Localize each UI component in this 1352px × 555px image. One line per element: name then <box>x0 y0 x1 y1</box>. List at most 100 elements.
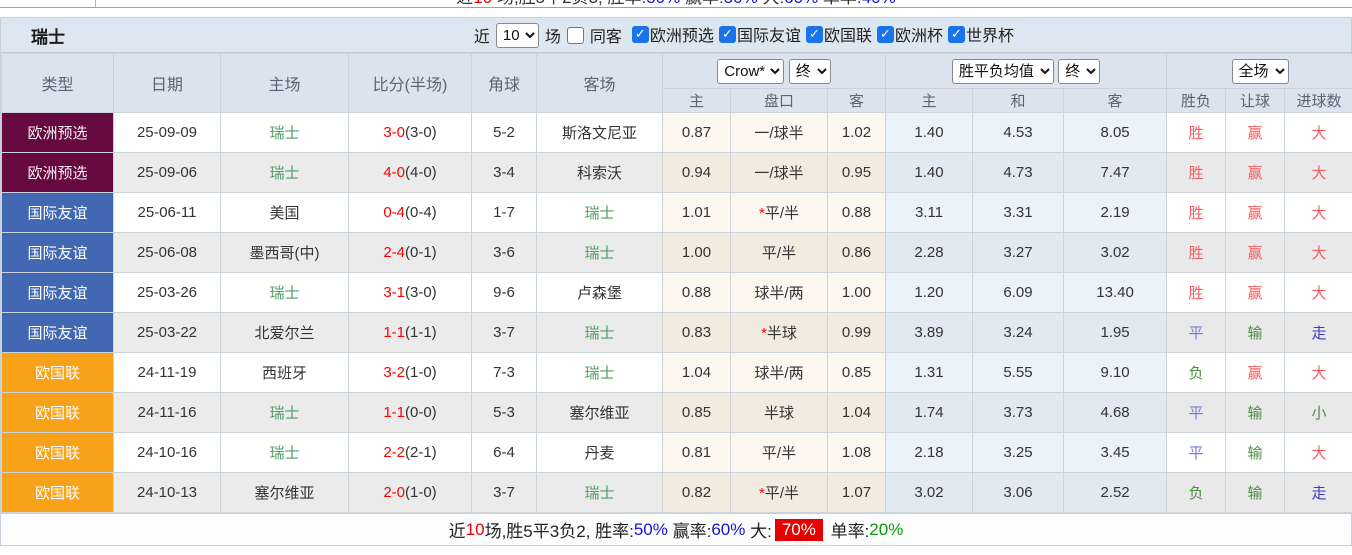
cell-result-wdl: 平 <box>1166 312 1227 353</box>
league-filter-group: 欧洲预选 国际友谊 欧国联 欧洲杯 世界杯 <box>628 22 1015 48</box>
summary-segment: 场,胜5平2负3, 胜率: <box>492 0 646 7</box>
league-checkbox[interactable] <box>876 25 894 43</box>
cell-handicap-line: 一/球半 <box>730 152 828 193</box>
table-row: 国际友谊 25-06-11 美国 0-4(0-4) 1-7 瑞士 1.01 *平/半 0.88 3… <box>1 192 1352 233</box>
league-checkbox[interactable] <box>631 25 649 43</box>
cell-handicap-home-odds: 1.00 <box>662 232 731 273</box>
cell-match-type: 欧洲预选 <box>1 152 114 193</box>
cell-handicap-line: 平/半 <box>730 232 828 273</box>
cell-result-wdl: 负 <box>1166 352 1227 393</box>
cell-away-team: 瑞士 <box>536 192 663 233</box>
subheader-handicap-away: 客 <box>826 88 887 113</box>
odds-time-select[interactable]: 终 <box>788 58 831 84</box>
cell-odds-away: 8.05 <box>1063 112 1168 153</box>
cell-handicap-home-odds: 0.85 <box>662 392 731 433</box>
home-team-name: 美国 <box>269 205 300 222</box>
cell-corners: 5-3 <box>471 392 537 433</box>
cell-score: 1-1(1-1) <box>348 312 472 353</box>
result-wdl-text: 胜 <box>1188 165 1204 182</box>
cell-result-goals: 大 <box>1284 272 1352 313</box>
summary-segment: 近 <box>448 522 466 541</box>
match-history-table: 类型 日期 主场 比分(半场) 角球 客场 Crow* 终 <box>1 53 1352 513</box>
cell-odds-home: 1.40 <box>885 152 974 193</box>
team-history-panel: 瑞士 近 10 场 同客 欧洲预选国际友谊欧国联欧洲杯世界杯 <box>0 17 1352 546</box>
cell-match-type: 欧国联 <box>1 392 114 433</box>
cell-date: 24-11-16 <box>113 392 221 433</box>
result-wdl-text: 负 <box>1188 365 1204 382</box>
recent-count-select[interactable]: 10 <box>495 22 539 48</box>
home-team-name: 西班牙 <box>261 365 307 382</box>
europe-odds-time-select[interactable]: 终 <box>1058 58 1101 84</box>
odds-source-select[interactable]: Crow* <box>717 58 785 84</box>
same-away-label: 同客 <box>589 29 622 46</box>
cell-handicap-away-odds: 0.88 <box>826 192 887 233</box>
same-away-checkbox[interactable] <box>566 26 584 44</box>
cell-score: 2-2(2-1) <box>348 432 472 473</box>
cell-home-team: 塞尔维亚 <box>220 472 349 513</box>
cell-odds-away: 13.40 <box>1063 272 1168 313</box>
result-goals-text: 走 <box>1311 485 1327 502</box>
cell-result-handicap: 赢 <box>1225 152 1286 193</box>
table-row: 欧国联 24-10-13 塞尔维亚 2-0(1-0) 3-7 瑞士 0.82 *平/半 1.07… <box>1 472 1352 513</box>
header-row-sub: 主 盘口 客 主 和 客 胜负 让球 进球数 <box>2 88 1352 113</box>
cell-odds-draw: 3.24 <box>972 312 1065 353</box>
away-team-name: 瑞士 <box>584 245 615 262</box>
league-checkbox[interactable] <box>805 25 823 43</box>
handicap-text: 半球 <box>766 325 797 342</box>
recent-suffix-label: 场 <box>544 29 561 46</box>
league-label: 国际友谊 <box>736 28 801 46</box>
summary-segment: 单率: <box>818 0 862 7</box>
period-select[interactable]: 全场 <box>1231 58 1289 84</box>
subheader-odds-away: 客 <box>1063 88 1168 113</box>
half-time-score: (4-0) <box>405 164 437 181</box>
result-handicap-text: 赢 <box>1247 205 1263 222</box>
cell-away-team: 瑞士 <box>536 312 663 353</box>
cell-odds-home: 1.20 <box>885 272 974 313</box>
cell-odds-draw: 3.27 <box>972 232 1065 273</box>
full-time-score: 1-1 <box>383 324 405 341</box>
half-time-score: (0-1) <box>405 244 437 261</box>
cell-handicap-away-odds: 1.02 <box>826 112 887 153</box>
col-header-date: 日期 <box>113 53 221 113</box>
cell-result-handicap: 赢 <box>1225 112 1286 153</box>
col-header-home: 主场 <box>220 53 349 113</box>
handicap-text: 平/半 <box>761 245 797 262</box>
cell-odds-away: 2.52 <box>1063 472 1168 513</box>
summary-segment: 50% <box>646 0 680 7</box>
league-checkbox[interactable] <box>718 25 736 43</box>
cell-corners: 9-6 <box>471 272 537 313</box>
col-header-type: 类型 <box>1 53 114 113</box>
cell-odds-home: 3.11 <box>885 192 974 233</box>
europe-odds-type-select[interactable]: 胜平负均值 <box>951 58 1054 84</box>
cell-result-wdl: 胜 <box>1166 272 1227 313</box>
result-goals-text: 大 <box>1311 165 1327 182</box>
cell-home-team: 瑞士 <box>220 432 349 473</box>
result-wdl-text: 平 <box>1188 325 1204 342</box>
cell-away-team: 瑞士 <box>536 352 663 393</box>
cell-corners: 3-6 <box>471 232 537 273</box>
home-team-name: 塞尔维亚 <box>254 485 315 502</box>
cell-result-handicap: 输 <box>1225 432 1286 473</box>
cell-odds-away: 2.19 <box>1063 192 1168 233</box>
result-handicap-text: 赢 <box>1247 365 1263 382</box>
spacer <box>0 8 1352 17</box>
cell-odds-away: 7.47 <box>1063 152 1168 193</box>
cell-odds-draw: 4.73 <box>972 152 1065 193</box>
cell-odds-home: 2.28 <box>885 232 974 273</box>
league-checkbox[interactable] <box>947 25 965 43</box>
cell-away-team: 瑞士 <box>536 472 663 513</box>
cell-odds-away: 3.02 <box>1063 232 1168 273</box>
table-row: 国际友谊 25-03-22 北爱尔兰 1-1(1-1) 3-7 瑞士 0.83 *半球 0.99… <box>1 312 1352 353</box>
subheader-odds-draw: 和 <box>972 88 1065 113</box>
cell-home-team: 美国 <box>220 192 349 233</box>
cell-score: 4-0(4-0) <box>348 152 472 193</box>
away-team-name: 瑞士 <box>584 325 615 342</box>
cell-result-goals: 大 <box>1284 112 1352 153</box>
subheader-result-goals: 进球数 <box>1284 88 1352 113</box>
table-row: 欧国联 24-10-16 瑞士 2-2(2-1) 6-4 丹麦 0.81 平/半 1.08 2.1… <box>1 432 1352 473</box>
away-team-name: 丹麦 <box>584 445 615 462</box>
subheader-result-handicap: 让球 <box>1225 88 1286 113</box>
result-period-group-header: 全场 <box>1166 53 1352 89</box>
half-time-score: (1-0) <box>405 484 437 501</box>
europe-odds-group-header: 胜平负均值 终 <box>885 53 1168 89</box>
